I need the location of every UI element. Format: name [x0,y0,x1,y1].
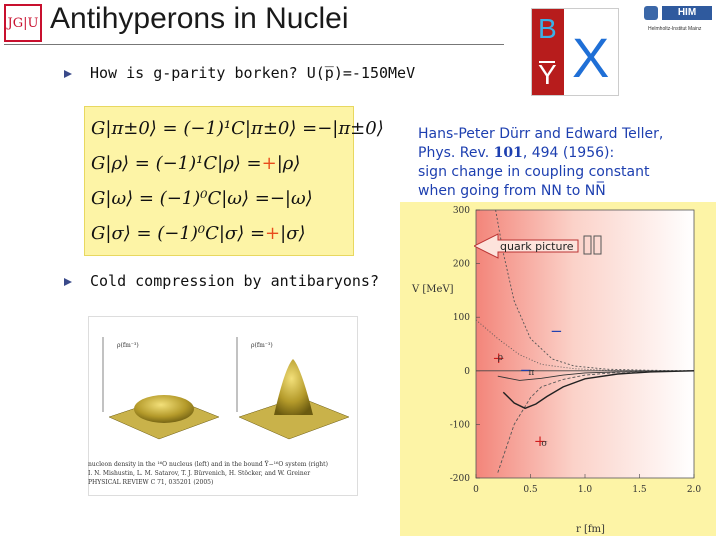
x-axis-label: r [fm] [576,524,605,535]
reference-journal: Phys. Rev. 101, 494 (1956): [418,144,663,163]
quark-box-1 [583,235,592,255]
formula-rhs: |π±0⟩ [332,118,384,139]
y-tick-label: 0 [464,367,470,377]
series-line-ω [495,209,695,372]
formula-sign: − [269,188,285,209]
caption-description: nucleon density in the ¹⁶O nucleus (left… [88,461,328,468]
formula-lhs: G|ρ⟩ = (−1)¹C|ρ⟩ = [91,153,262,174]
x-tick-label: 2.0 [687,485,702,495]
reference-pages: , 494 (1956): [522,145,615,161]
formula-rhs: |ρ⟩ [276,153,301,174]
slide-title: Antihyperons in Nuclei [50,2,349,35]
formula-row-sigma: G|σ⟩ = (−1)⁰C|σ⟩ = + |σ⟩ [91,216,347,251]
reference-journal-name: Phys. Rev. [418,145,494,161]
quark-picture-arrow: quark picture [474,233,602,259]
bx-logo-stripe [532,9,564,95]
chart-annotation: − [550,322,563,340]
series-line-σ [497,370,695,473]
formula-lhs: G|σ⟩ = (−1)⁰C|σ⟩ = [91,223,266,244]
formula-row-pion: G|π±0⟩ = (−1)¹C|π±0⟩ = − |π±0⟩ [91,111,384,146]
reference-note-2: when going from NN to NN̅ [418,183,606,199]
y-tick-label: 100 [453,313,470,323]
left-surface-bump [134,395,194,423]
chart-annotation: π [528,368,534,378]
bx-logo-x: X [572,26,610,89]
series-line-total [502,370,695,410]
formula-sign: + [265,223,281,244]
formula-lhs: G|π±0⟩ = (−1)¹C|π±0⟩ = [91,118,318,139]
him-logo-subtitle: Helmholtz-Institut Mainz [648,26,702,32]
density-simulation-image: ρ(fm⁻³) ρ(fm⁻³) [88,316,358,496]
x-tick-label: 0.5 [523,485,538,495]
chart-annotation: + [534,432,547,450]
x-tick-label: 1.5 [632,485,647,495]
reference-volume: 101 [493,145,523,161]
y-tick-label: 300 [453,206,470,216]
x-tick-label: 0 [473,485,479,495]
y-tick-label: -200 [450,474,470,484]
y-tick-label: -100 [450,420,470,430]
reference-citation: Hans-Peter Dürr and Edward Teller, Phys.… [418,125,663,201]
jgu-logo: JG|U [4,4,42,42]
bullet-g-parity: How is g-parity borken? U(p̅)=-150MeV [63,64,416,82]
series-line-ρ [475,319,694,372]
caption-journal: PHYSICAL REVIEW C 71, 035201 (2005) [88,479,214,486]
density-surfaces: ρ(fm⁻³) ρ(fm⁻³) [102,337,350,440]
formula-sign: + [261,153,277,174]
him-logo-name: HIM [662,6,712,20]
formula-rhs: |ω⟩ [284,188,313,209]
arrow-label-text: quark picture [500,240,574,253]
formula-rhs: |σ⟩ [280,223,306,244]
bx-logo: B Y X [531,8,619,96]
chart-annotation: + [492,349,505,367]
y-axis-label: V [MeV] [411,284,454,295]
simulation-caption: nucleon density in the ¹⁶O nucleus (left… [88,460,360,487]
right-z-label: ρ(fm⁻³) [251,342,273,349]
chart-annotation: ρ [498,353,503,363]
g-parity-formula-box: G|π±0⟩ = (−1)¹C|π±0⟩ = − |π±0⟩ G|ρ⟩ = (−… [84,106,384,256]
arrow-shape [474,233,579,259]
bx-logo-b: B [538,13,557,44]
x-tick-label: 1.0 [578,485,593,495]
chart-annotation: σ [541,439,547,449]
right-surface-peak [274,359,313,415]
left-z-label: ρ(fm⁻³) [117,342,139,349]
title-divider [4,44,504,45]
reference-note-1: sign change in coupling constant [418,164,650,180]
chart-annotation: − [520,361,533,379]
him-mark-icon [644,6,658,20]
formula-row-rho: G|ρ⟩ = (−1)¹C|ρ⟩ = + |ρ⟩ [91,146,347,181]
quark-box-2 [593,235,602,255]
formula-lhs: G|ω⟩ = (−1)⁰C|ω⟩ = [91,188,270,209]
formula-row-omega: G|ω⟩ = (−1)⁰C|ω⟩ = − |ω⟩ [91,181,347,216]
him-logo: HIM Helmholtz-Institut Mainz [640,3,716,37]
bx-logo-y: Y [538,59,557,90]
bullet-cold-compression: Cold compression by antibaryons? [64,272,379,290]
reference-authors: Hans-Peter Dürr and Edward Teller, [418,126,664,142]
formula-sign: − [317,118,333,139]
caption-authors: I. N. Mishustin, L. M. Satarov, T. J. Bü… [88,470,311,477]
plot-area [475,209,695,479]
y-tick-label: 200 [453,260,470,270]
